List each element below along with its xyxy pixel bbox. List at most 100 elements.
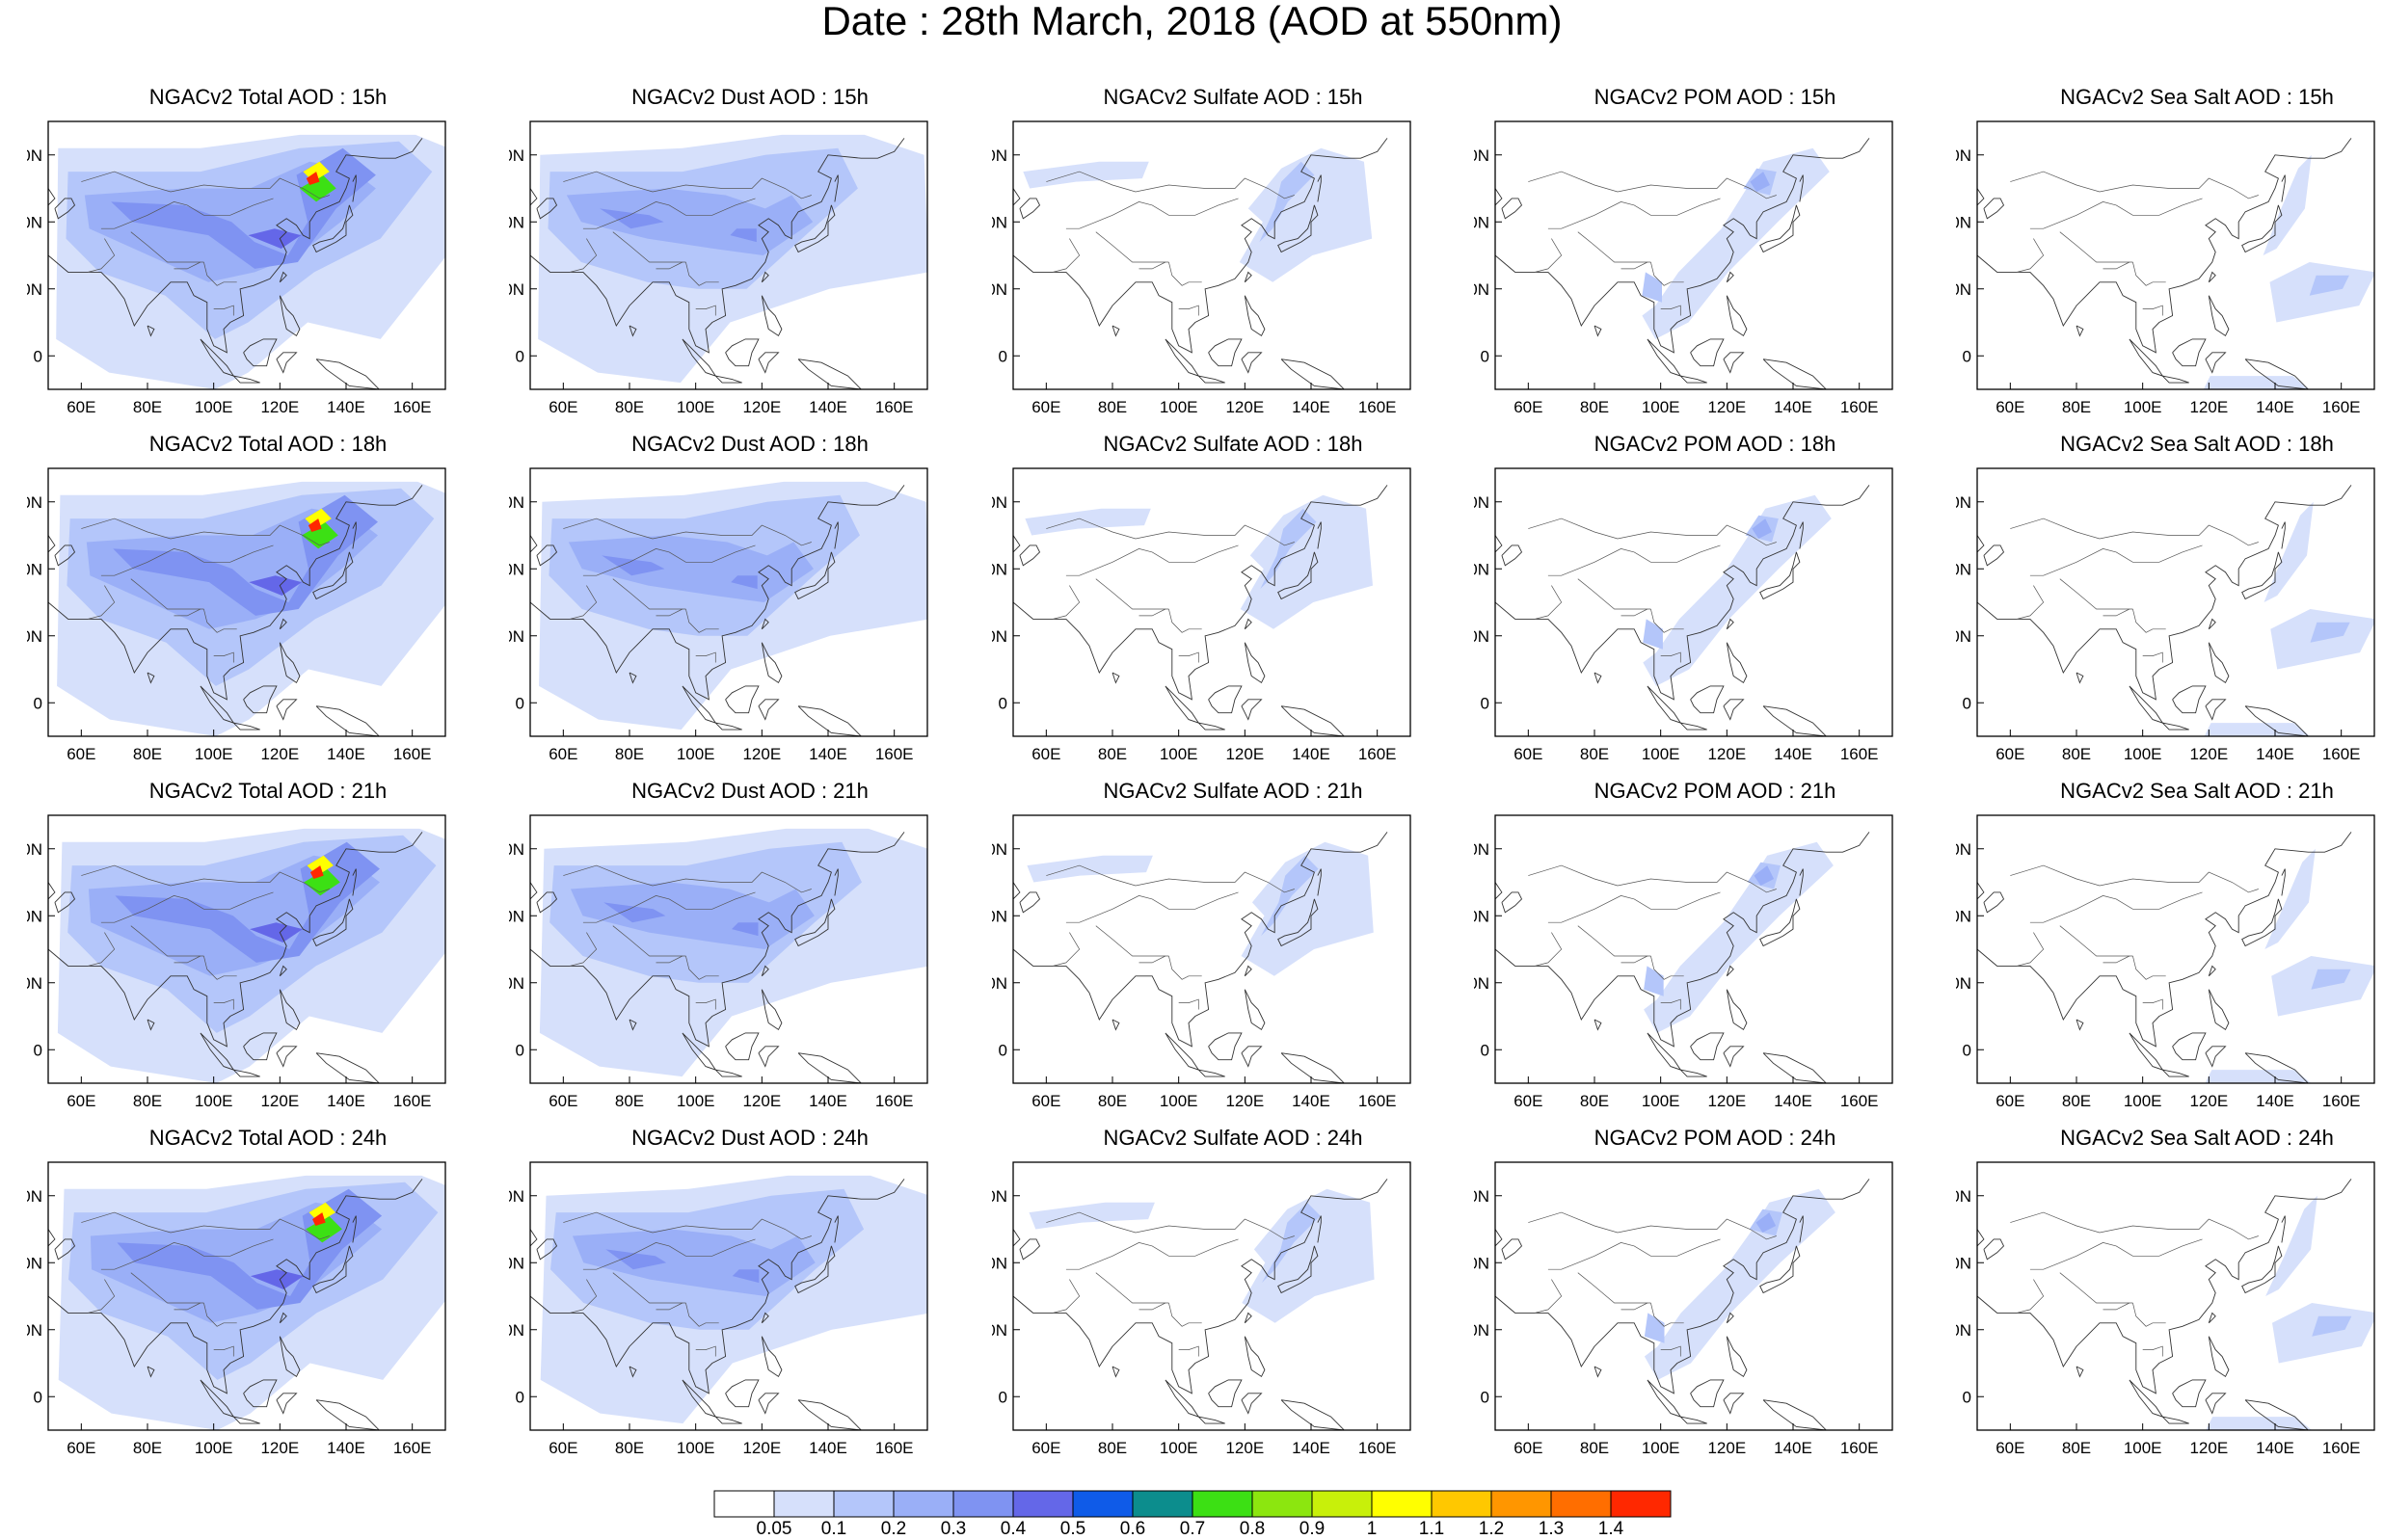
coastline xyxy=(2241,1245,2283,1294)
map-frame xyxy=(1012,814,1411,1084)
coastline xyxy=(276,699,298,721)
lon-label: 80E xyxy=(615,745,644,763)
coastline xyxy=(1244,965,1252,977)
aod-plume xyxy=(1261,855,1319,937)
lon-label: 140E xyxy=(327,398,365,416)
coastline xyxy=(2208,618,2216,630)
lon-label: 160E xyxy=(1358,1439,1397,1457)
coastline xyxy=(48,535,56,553)
lon-label: 140E xyxy=(2256,1092,2294,1110)
lon-label: 100E xyxy=(1160,398,1198,416)
country-border xyxy=(88,238,116,273)
coastline xyxy=(1495,882,1503,900)
coastline xyxy=(1726,642,1748,684)
coastline xyxy=(48,832,423,1048)
country-border xyxy=(685,261,719,286)
country-border xyxy=(1535,1279,1563,1314)
aod-plume xyxy=(732,1269,760,1284)
lon-label: 100E xyxy=(677,1439,715,1457)
country-border xyxy=(656,955,683,964)
lon-label: 60E xyxy=(1031,398,1060,416)
lat-label: 0 xyxy=(1963,1041,1971,1059)
coastline xyxy=(279,1312,287,1324)
lat-label: 60N xyxy=(992,493,1007,512)
coastline xyxy=(2172,338,2207,367)
coastline xyxy=(1679,1416,1707,1424)
lon-label: 60E xyxy=(67,398,95,416)
aod-map: 60N 40N 20N 0 60E 80E 100E 120E 140E 160E xyxy=(1956,467,2375,763)
aod-map: 60N 40N 20N 0 60E 80E 100E 120E 140E 160E xyxy=(27,467,446,763)
map-content xyxy=(1495,138,1870,389)
lon-label: 80E xyxy=(2062,1439,2091,1457)
coastline xyxy=(276,1046,298,1068)
country-border xyxy=(1547,891,1721,923)
lon-label: 120E xyxy=(742,1092,781,1110)
aod-plume xyxy=(304,868,340,896)
lat-label: 0 xyxy=(516,347,524,365)
coastline xyxy=(714,1069,742,1077)
aod-plume xyxy=(1029,1202,1155,1230)
country-border xyxy=(100,1238,274,1270)
colorbar-label: 0.1 xyxy=(820,1519,847,1539)
coastline xyxy=(1013,138,1388,354)
lon-label: 100E xyxy=(677,745,715,763)
coastline xyxy=(232,722,260,730)
coastline xyxy=(1280,1052,1345,1083)
country-border xyxy=(2132,261,2166,286)
country-border xyxy=(1095,578,1169,610)
lon-label: 80E xyxy=(133,745,162,763)
aod-plume xyxy=(732,922,759,937)
map-frame xyxy=(1494,1161,1893,1431)
coastline xyxy=(2205,1046,2227,1068)
country-border xyxy=(213,998,234,1010)
lon-label: 100E xyxy=(195,398,233,416)
lon-label: 160E xyxy=(393,1092,432,1110)
country-border xyxy=(1621,261,1648,270)
coastline xyxy=(1244,642,1266,684)
coastline xyxy=(1208,1379,1243,1408)
coastline xyxy=(1165,1379,1200,1418)
lat-label: 0 xyxy=(1963,347,1971,365)
lon-label: 60E xyxy=(1996,398,2024,416)
map-content xyxy=(1013,1179,1388,1430)
lon-label: 120E xyxy=(1225,1439,1264,1457)
map-panel-dust-row3: NGACv2 Dust AOD : 21h 60N 40N 20N 0 60E 80E 100… xyxy=(509,779,991,1128)
lon-label: 140E xyxy=(2256,1439,2294,1457)
country-border xyxy=(1535,238,1563,273)
coastline xyxy=(1983,544,2005,567)
map-content xyxy=(48,1175,445,1430)
lat-label: 20N xyxy=(1956,974,1971,993)
lon-label: 120E xyxy=(1225,745,1264,763)
coastline xyxy=(1983,891,2005,914)
coastline xyxy=(54,198,76,220)
country-border xyxy=(88,932,116,967)
lon-label: 140E xyxy=(809,398,847,416)
lat-label: 40N xyxy=(992,213,1007,231)
lat-label: 40N xyxy=(27,907,42,925)
lon-label: 80E xyxy=(615,1092,644,1110)
coastline xyxy=(147,1019,155,1031)
coastline xyxy=(682,685,717,724)
country-border xyxy=(2017,1279,2045,1314)
lon-label: 120E xyxy=(742,745,781,763)
aod-plume xyxy=(602,555,665,576)
country-border xyxy=(656,261,683,270)
lon-label: 80E xyxy=(1580,745,1609,763)
lat-label: 0 xyxy=(1963,1388,1971,1406)
coastline xyxy=(352,174,357,202)
map-panel-pom-row1: NGACv2 POM AOD : 15h 60N 40N 20N 0 60E 80E 100E… xyxy=(1474,85,1956,434)
lat-label: 20N xyxy=(1956,1321,1971,1340)
lat-label: 20N xyxy=(992,1321,1007,1340)
coastline xyxy=(232,1416,260,1424)
lat-label: 40N xyxy=(509,560,524,578)
coastline xyxy=(1977,485,2352,701)
country-border xyxy=(695,651,716,663)
aod-plume xyxy=(306,1215,342,1243)
coastline xyxy=(1690,685,1725,714)
coastline xyxy=(1759,898,1801,947)
coastline xyxy=(1759,204,1801,253)
country-border xyxy=(570,932,598,967)
lon-label: 80E xyxy=(133,1439,162,1457)
map-panel-total-row4: NGACv2 Total AOD : 24h 60N 40N 20N 0 60E 80E 10… xyxy=(27,1126,509,1474)
colorbar-swatch xyxy=(1132,1490,1193,1518)
